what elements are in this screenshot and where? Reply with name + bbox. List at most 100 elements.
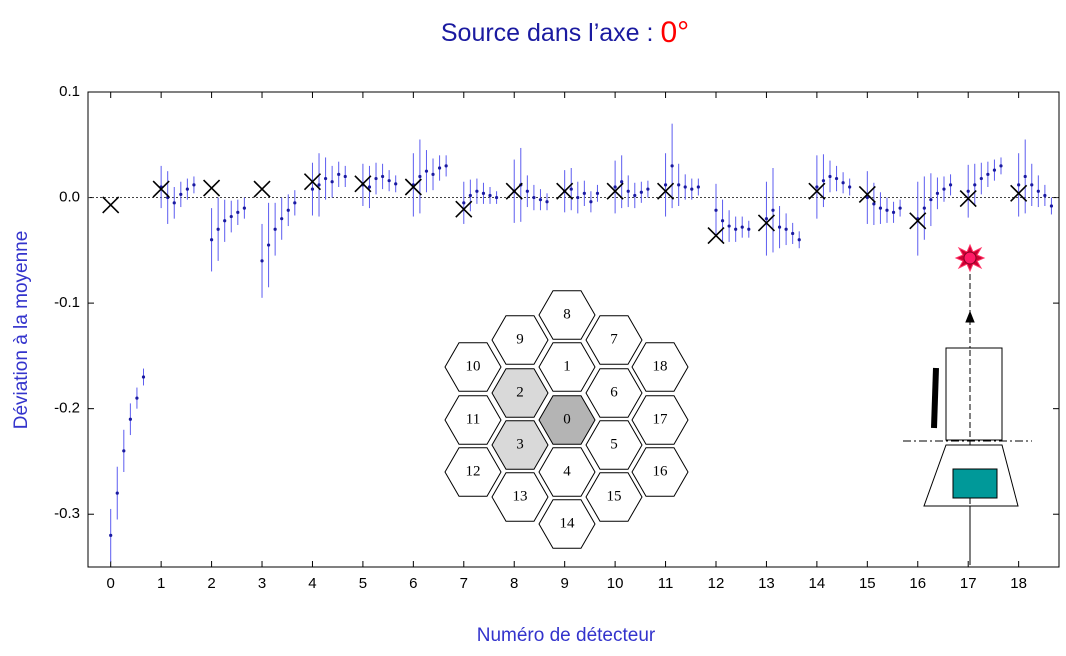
x-tick-label: 10 [607, 575, 624, 592]
hex-label: 3 [516, 436, 524, 452]
mean-marker [909, 212, 927, 230]
data-point [797, 238, 801, 242]
data-point [589, 200, 593, 204]
data-point [1036, 189, 1040, 193]
source-core [963, 251, 977, 265]
data-point [992, 168, 997, 172]
data-point [172, 201, 176, 205]
x-tick-label: 2 [207, 575, 215, 592]
data-point [747, 227, 751, 231]
data-point [538, 198, 543, 202]
data-point [343, 174, 347, 179]
data-point [828, 174, 832, 179]
hex-cell [538, 395, 596, 445]
data-point [646, 187, 650, 191]
data-point [280, 217, 284, 221]
x-tick-label: 7 [460, 575, 468, 592]
data-point [841, 181, 845, 185]
y-tick-label: -0.3 [54, 505, 80, 522]
data-point [462, 201, 466, 205]
data-point [216, 227, 220, 231]
data-point [734, 227, 738, 231]
data-point [532, 195, 536, 200]
hex-label: 13 [513, 488, 528, 504]
data-point [1017, 183, 1021, 187]
mean-marker [354, 175, 372, 193]
hex-cell [538, 290, 596, 340]
data-point [777, 225, 782, 229]
title-text: Source dans l’axe : [441, 19, 661, 47]
hex-cell [491, 472, 549, 522]
data-point [293, 201, 297, 205]
x-tick-label: 12 [708, 575, 725, 592]
hex-label: 9 [516, 331, 524, 347]
data-point [330, 180, 334, 184]
x-tick-label: 6 [409, 575, 417, 592]
title-highlight: 0° [660, 16, 689, 49]
data-point [141, 375, 146, 379]
data-point [367, 185, 372, 189]
x-axis-label: Numéro de détecteur [477, 625, 656, 646]
data-point [935, 191, 940, 195]
data-point [771, 208, 775, 212]
hex-label: 11 [466, 411, 480, 427]
data-point [696, 185, 700, 189]
data-point [488, 193, 492, 198]
data-point [865, 195, 869, 200]
x-tick-label: 0 [107, 575, 115, 592]
hex-cell [444, 342, 502, 392]
data-point [979, 176, 983, 181]
mean-marker [606, 182, 624, 200]
mean-marker [707, 226, 725, 245]
hex-label: 16 [653, 463, 669, 479]
data-point [690, 187, 694, 191]
data-point [185, 187, 189, 191]
data-point [848, 185, 852, 189]
y-tick-label: 0.0 [59, 189, 80, 206]
data-point [986, 172, 990, 176]
data-point [663, 183, 668, 187]
mean-marker [858, 185, 876, 203]
x-tick-label: 1 [157, 575, 165, 592]
hex-label: 1 [563, 358, 571, 374]
data-point [898, 206, 902, 210]
hex-cell [585, 472, 643, 522]
data-point [639, 190, 643, 194]
data-point [1049, 204, 1054, 208]
data-point [582, 191, 586, 195]
x-tick-label: 18 [1010, 575, 1027, 592]
data-point [942, 187, 946, 191]
data-point [576, 195, 580, 200]
mean-marker [757, 214, 776, 232]
mean-marker [203, 179, 221, 197]
data-point [1030, 183, 1034, 187]
data-point [872, 202, 876, 206]
data-point [834, 176, 839, 181]
data-point [179, 192, 183, 196]
hex-label: 2 [516, 384, 524, 400]
data-point [620, 180, 624, 184]
data-point [740, 225, 744, 229]
data-point [273, 227, 277, 231]
mean-marker [102, 196, 120, 214]
crystal [952, 468, 998, 499]
data-point [613, 185, 617, 189]
x-tick-label: 3 [258, 575, 266, 592]
x-tick-label: 16 [909, 575, 926, 592]
y-tick-label: -0.1 [54, 294, 80, 311]
data-point [236, 210, 240, 214]
data-point [569, 187, 573, 191]
x-tick-label: 4 [308, 575, 316, 592]
mean-marker [959, 190, 977, 208]
x-tick-label: 11 [658, 575, 674, 592]
data-point [891, 210, 896, 214]
data-point [764, 217, 769, 221]
data-point [444, 164, 448, 168]
data-point [878, 206, 883, 210]
data-point [475, 189, 479, 193]
data-point [973, 183, 977, 187]
hex-cell [491, 315, 549, 365]
hex-label: 8 [563, 306, 571, 322]
